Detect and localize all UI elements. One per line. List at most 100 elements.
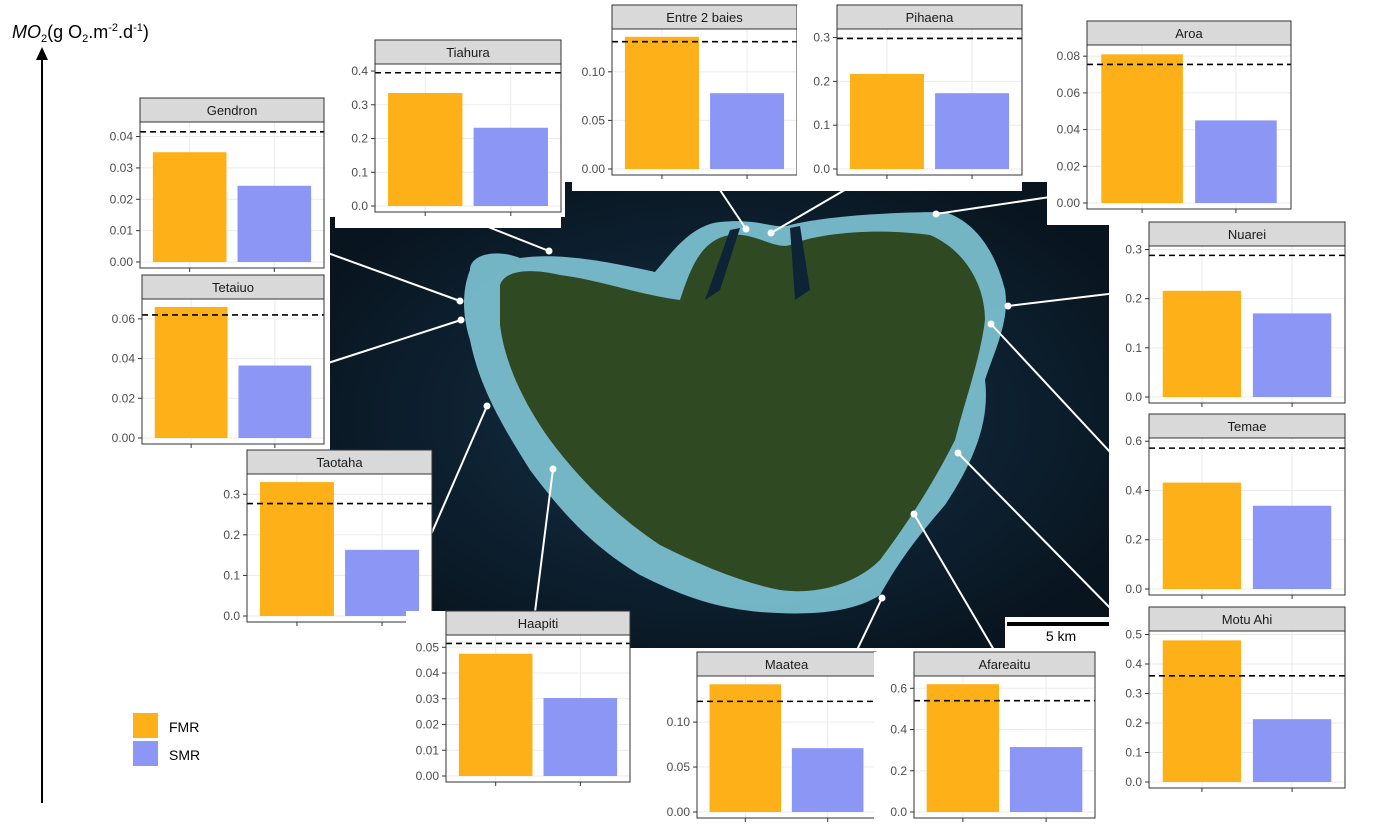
panel-afareaitu: Afareaitu 0.0 0.2 0.4 0.6 — [874, 651, 1096, 826]
panel-tick-label-maatea: 0.05 — [667, 760, 691, 774]
panel-tick-label-taotaha: 0.0 — [223, 609, 240, 623]
bar-fmr-aroa — [1101, 54, 1183, 204]
panel-tick-label-entre-2-baies: 0.05 — [582, 113, 606, 127]
panel-tick-label-aroa: 0.08 — [1057, 49, 1081, 63]
bar-smr-afareaitu — [1009, 747, 1083, 812]
panel-frame-aroa — [1086, 44, 1292, 210]
axis-label-unit-mid2: .d — [118, 22, 133, 42]
panel-aroa: Aroa 0.00 0.02 0.04 0.06 0.08 — [1047, 20, 1292, 225]
bar-smr-tetaiuo — [238, 365, 312, 438]
panel-tick-label-aroa: 0.06 — [1057, 86, 1081, 100]
bar-fmr-taotaha — [259, 482, 334, 616]
site-marker-afareaitu — [910, 510, 918, 518]
map-bay-right — [790, 226, 810, 300]
panel-tick-label-tetaiuo: 0.04 — [112, 352, 136, 366]
site-marker-pihaena — [767, 229, 775, 237]
panel-title-maatea: Maatea — [765, 657, 809, 672]
panel-tick-label-pihaena: 0.1 — [813, 118, 830, 132]
panel-frame-taotaha — [246, 473, 433, 623]
leader-line-pihaena — [770, 183, 856, 234]
leader-line-aroa — [935, 196, 1051, 215]
panel-motu-ahi: Motu Ahi 0.0 0.1 0.2 0.3 0.4 0.5 — [1109, 606, 1346, 804]
panel-title-motu-ahi: Motu Ahi — [1222, 612, 1273, 627]
panel-frame-nuarei — [1148, 245, 1346, 404]
axis-label-unit-sub: 2 — [82, 33, 88, 45]
panel-title-temae: Temae — [1227, 419, 1266, 434]
bar-smr-gendron — [237, 185, 312, 262]
panel-frame-tiahura — [374, 63, 562, 213]
bar-smr-aroa — [1195, 120, 1277, 203]
panel-tick-label-motu-ahi: 0.1 — [1125, 745, 1142, 759]
panel-tick-label-tetaiuo: 0.00 — [112, 431, 136, 445]
panel-tick-label-temae: 0.2 — [1125, 533, 1142, 547]
leader-line-tetaiuo — [324, 319, 462, 365]
legend-label-smr: SMR — [169, 747, 200, 763]
bar-smr-haapiti — [543, 698, 618, 776]
panel-frame-temae — [1148, 437, 1346, 596]
panel-tick-label-tiahura: 0.0 — [351, 199, 368, 213]
map-land — [500, 231, 985, 592]
panel-strip-taotaha — [246, 449, 433, 475]
panel-frame-tetaiuo — [141, 298, 325, 445]
panel-tick-label-motu-ahi: 0.2 — [1125, 716, 1142, 730]
panel-title-tetaiuo: Tetaiuo — [212, 280, 254, 295]
panel-tick-label-gendron: 0.00 — [110, 255, 134, 269]
panel-strip-maatea — [696, 651, 877, 677]
site-marker-maatea — [878, 594, 886, 602]
map-scale-bar — [1007, 622, 1115, 626]
panel-title-tiahura: Tiahura — [446, 45, 490, 60]
legend: FMR SMR — [133, 713, 200, 766]
panel-tick-label-nuarei: 0.2 — [1125, 292, 1142, 306]
bar-fmr-tetaiuo — [154, 306, 228, 438]
panel-strip-afareaitu — [913, 651, 1096, 677]
panel-tick-label-tiahura: 0.3 — [351, 98, 368, 112]
panel-strip-gendron — [139, 97, 325, 123]
panel-strip-tiahura — [374, 39, 562, 65]
panel-title-entre-2-baies: Entre 2 baies — [666, 10, 743, 25]
island-map: 5 km — [330, 182, 1118, 648]
axis-label-unit-close: ) — [143, 22, 149, 42]
axis-label-unit-mid: .m — [88, 22, 108, 42]
panel-title-aroa: Aroa — [1175, 26, 1203, 41]
site-marker-nuarei — [1004, 302, 1012, 310]
bar-fmr-afareaitu — [926, 684, 1000, 812]
panel-tick-label-nuarei: 0.3 — [1125, 242, 1142, 256]
panel-tick-label-entre-2-baies: 0.00 — [582, 162, 606, 176]
panel-title-taotaha: Taotaha — [316, 455, 363, 470]
panel-nuarei: Nuarei 0.0 0.1 0.2 0.3 — [1109, 221, 1346, 419]
panel-title-nuarei: Nuarei — [1228, 227, 1266, 242]
panel-tick-label-temae: 0.6 — [1125, 434, 1142, 448]
panel-frame-motu-ahi — [1148, 630, 1346, 789]
panel-strip-nuarei — [1148, 221, 1346, 247]
panel-tick-label-afareaitu: 0.0 — [890, 805, 907, 819]
bar-smr-tiahura — [473, 127, 548, 206]
bar-fmr-pihaena — [849, 73, 924, 169]
axis-label-unit-sup1: -2 — [108, 22, 118, 34]
panel-tick-label-entre-2-baies: 0.10 — [582, 65, 606, 79]
panel-title-pihaena: Pihaena — [906, 10, 954, 25]
panel-tick-label-aroa: 0.02 — [1057, 159, 1081, 173]
panel-tick-label-temae: 0.4 — [1125, 483, 1142, 497]
panel-tick-label-afareaitu: 0.2 — [890, 764, 907, 778]
chart-panels: Gendron 0.00 0.01 0.02 0.03 0.04 Tiahura 0.0 0.1… — [100, 4, 1346, 826]
panel-tick-label-haapiti: 0.05 — [416, 640, 440, 654]
panel-taotaha: Taotaha 0.0 0.1 0.2 0.3 — [207, 449, 433, 638]
panel-tick-label-tiahura: 0.2 — [351, 132, 368, 146]
site-marker-entre-2-baies — [742, 225, 750, 233]
panel-tiahura: Tiahura 0.0 0.1 0.2 0.3 0.4 — [335, 39, 562, 228]
axis-label-symbol-sub: 2 — [41, 33, 47, 45]
panel-frame-haapiti — [445, 634, 631, 783]
panel-tick-label-haapiti: 0.00 — [416, 769, 440, 783]
panel-tick-label-gendron: 0.01 — [110, 224, 134, 238]
panel-tick-label-haapiti: 0.02 — [416, 718, 440, 732]
panel-frame-gendron — [139, 121, 325, 269]
panel-strip-motu-ahi — [1148, 606, 1346, 632]
panel-pihaena: Pihaena 0.0 0.1 0.2 0.3 — [797, 4, 1023, 191]
site-marker-tiahura — [545, 247, 553, 255]
panel-tick-label-afareaitu: 0.4 — [890, 723, 907, 737]
panel-tick-label-nuarei: 0.0 — [1125, 390, 1142, 404]
bar-fmr-nuarei — [1162, 290, 1242, 397]
site-marker-motu-ahi — [954, 449, 962, 457]
bar-fmr-temae — [1162, 482, 1242, 589]
